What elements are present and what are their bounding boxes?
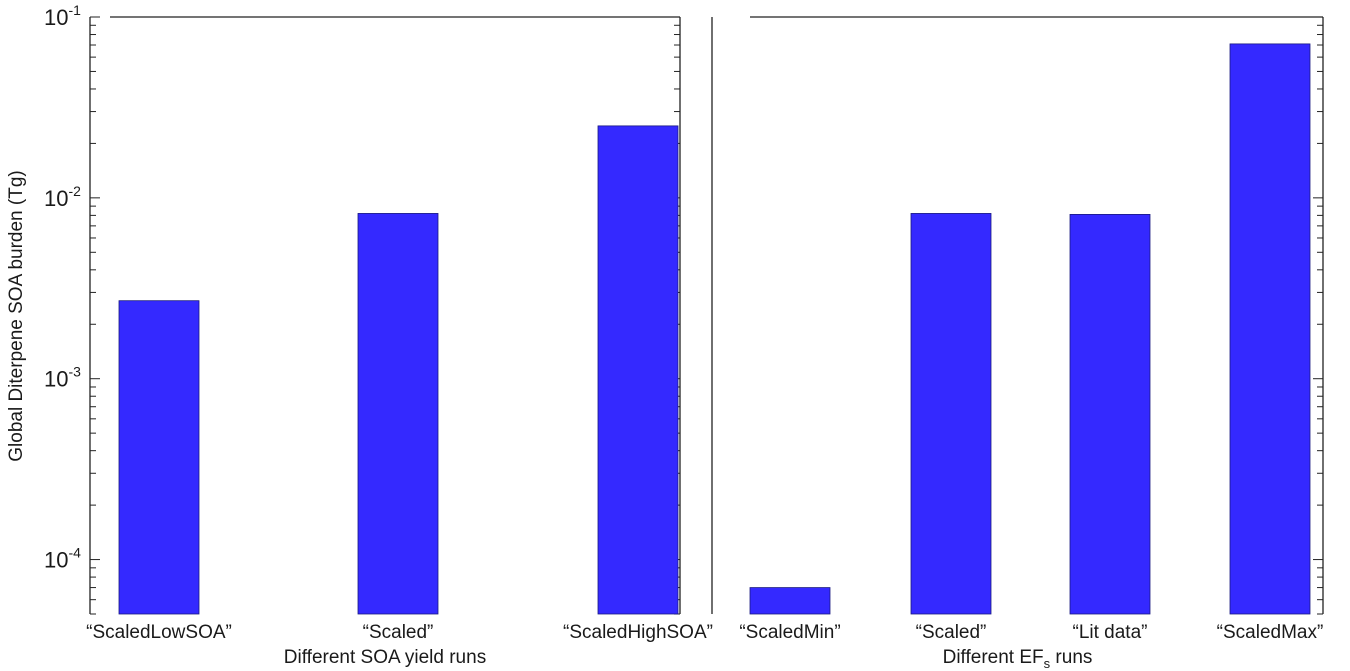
- ef-bar-1: [749, 587, 831, 615]
- soa-x-axis-title: Different SOA yield runs: [284, 647, 486, 668]
- x-axis-title-tail: runs: [1050, 647, 1092, 668]
- soa-category-label: “ScaledLowSOA”: [86, 622, 232, 643]
- ef-category-label: “ScaledMax”: [1217, 622, 1324, 643]
- panel-ef-runs: “ScaledMin” “Scaled” “Lit data” “ScaledMax”…: [711, 16, 1324, 671]
- y-tick-exponent: -1: [68, 2, 81, 18]
- y-tick-label: 10-1: [44, 2, 81, 30]
- y-tick-mantissa: 10: [44, 186, 68, 211]
- soa-bar-2: [357, 213, 439, 615]
- panel-soa-yield-runs: 10-110-210-310-4“ScaledLowSOA” “Scaled” “S…: [44, 2, 713, 668]
- x-axis-title-text: Different EF: [943, 647, 1044, 668]
- y-tick-mantissa: 10: [44, 367, 68, 392]
- soa-bar-3: [597, 125, 679, 615]
- y-tick-exponent: -4: [68, 545, 81, 561]
- y-tick-label: 10-3: [44, 364, 81, 392]
- soa-bar-1: [118, 300, 200, 615]
- soa-category-label: “ScaledHighSOA”: [563, 622, 713, 643]
- y-axis-title-group: Global Diterpene SOA burden (Tg): [6, 170, 27, 462]
- y-axis-title: Global Diterpene SOA burden (Tg): [6, 170, 27, 462]
- ef-x-axis-title: Different EFs runs: [943, 647, 1093, 671]
- ef-category-label: “ScaledMin”: [739, 622, 840, 643]
- y-tick-exponent: -2: [68, 183, 81, 199]
- y-tick-mantissa: 10: [44, 548, 68, 573]
- y-tick-label: 10-4: [44, 545, 81, 573]
- ef-bar-2: [910, 213, 992, 615]
- ef-category-label: “Scaled”: [916, 622, 987, 643]
- ef-bar-4: [1229, 43, 1311, 615]
- x-axis-title-text: Different SOA yield runs: [284, 647, 486, 668]
- x-axis-title-subscript: s: [1044, 656, 1051, 671]
- ef-bar-3: [1069, 214, 1151, 615]
- ef-category-label: “Lit data”: [1073, 622, 1148, 643]
- y-tick-exponent: -3: [68, 364, 81, 380]
- y-tick-label: 10-2: [44, 183, 81, 211]
- soa-category-label: “Scaled”: [363, 622, 434, 643]
- y-tick-mantissa: 10: [44, 5, 68, 30]
